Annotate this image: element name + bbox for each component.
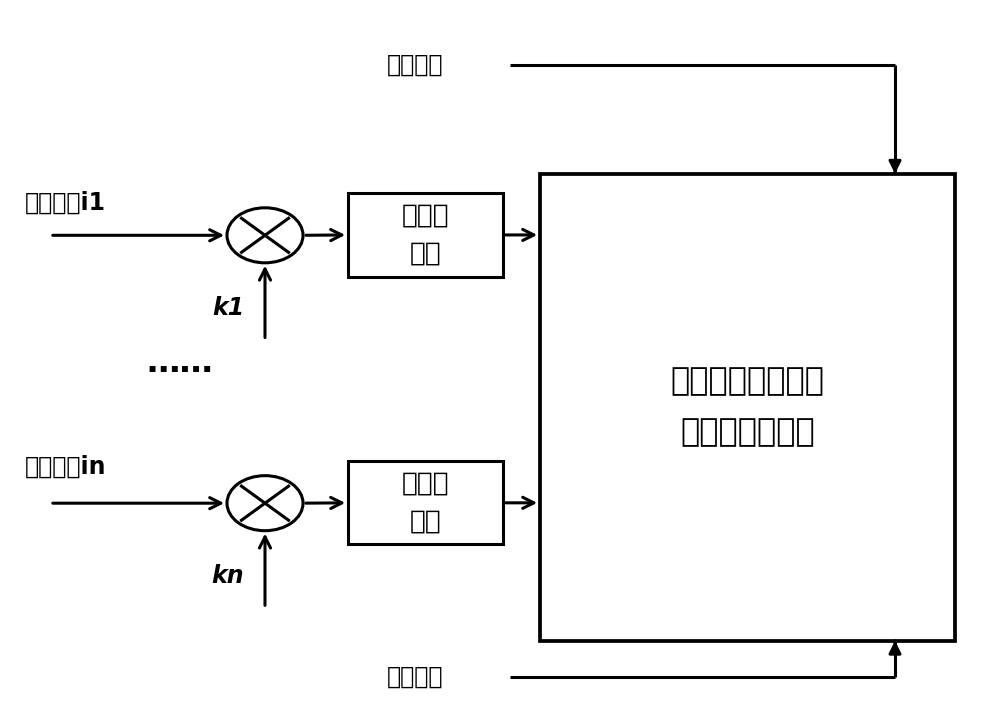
Bar	[540, 174, 955, 641]
Text: 直流电流i1: 直流电流i1	[25, 190, 106, 215]
Bar	[348, 193, 503, 277]
Text: 浮点转
整型: 浮点转 整型	[402, 203, 449, 267]
Text: 微秒级小步长仿真
模拟量输出模块: 微秒级小步长仿真 模拟量输出模块	[670, 366, 824, 448]
Text: 通道配置: 通道配置	[387, 665, 443, 689]
Text: k1: k1	[212, 295, 244, 320]
Text: 通讯配置: 通讯配置	[387, 53, 443, 77]
Text: kn: kn	[212, 563, 244, 588]
Text: ……: ……	[147, 345, 213, 379]
Text: 浮点转
整型: 浮点转 整型	[402, 471, 449, 535]
Text: 直流电流in: 直流电流in	[25, 455, 106, 479]
Bar	[348, 461, 503, 544]
